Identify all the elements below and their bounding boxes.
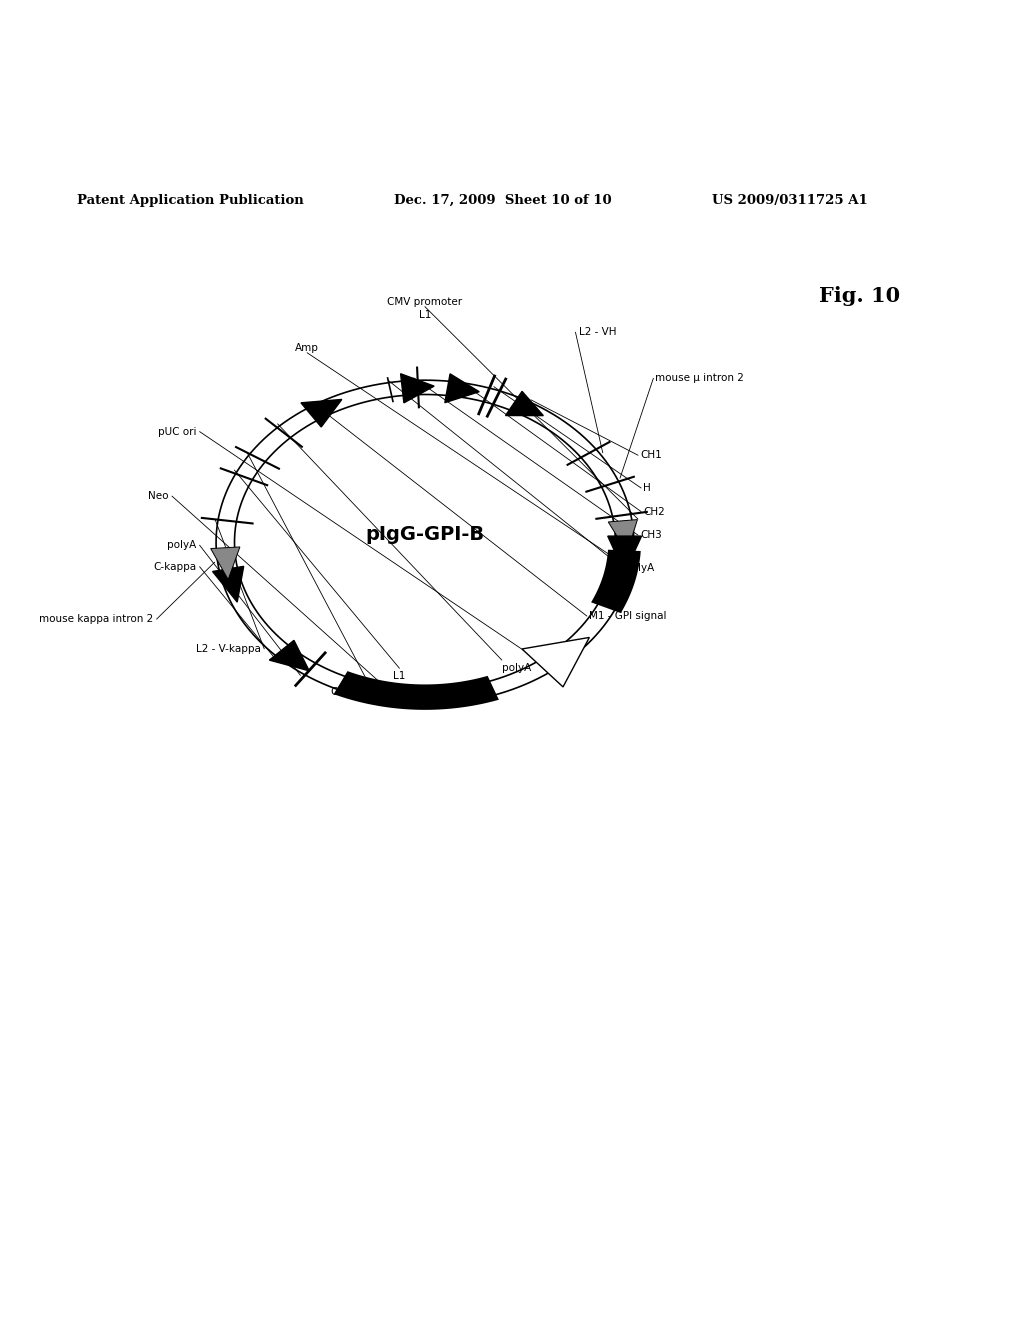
Text: M1 - GPI signal: M1 - GPI signal: [589, 611, 667, 620]
Text: Patent Application Publication: Patent Application Publication: [77, 194, 303, 207]
Polygon shape: [506, 391, 544, 416]
Text: mouse μ intron 2: mouse μ intron 2: [655, 374, 744, 383]
Polygon shape: [400, 374, 434, 403]
Text: L1: L1: [393, 672, 406, 681]
Text: polyA: polyA: [625, 562, 654, 573]
Polygon shape: [522, 638, 590, 686]
Polygon shape: [213, 566, 244, 602]
Polygon shape: [269, 640, 309, 671]
Text: H: H: [643, 483, 651, 492]
Text: L2 - VH: L2 - VH: [579, 327, 616, 338]
Text: polyA: polyA: [167, 540, 197, 550]
Text: Fig. 10: Fig. 10: [819, 286, 900, 306]
Text: US 2009/0311725 A1: US 2009/0311725 A1: [712, 194, 867, 207]
Polygon shape: [211, 546, 240, 579]
Text: Dec. 17, 2009  Sheet 10 of 10: Dec. 17, 2009 Sheet 10 of 10: [394, 194, 612, 207]
Text: L2 - V-kappa: L2 - V-kappa: [197, 644, 261, 653]
Text: L1: L1: [419, 310, 431, 319]
Text: mouse kappa intron 2: mouse kappa intron 2: [39, 614, 154, 624]
Polygon shape: [334, 671, 499, 710]
Polygon shape: [591, 549, 641, 612]
Text: CH1: CH1: [640, 450, 662, 461]
Text: C-kappa: C-kappa: [154, 562, 197, 572]
Text: polyA: polyA: [502, 663, 531, 673]
Text: CH3: CH3: [640, 531, 662, 540]
Text: Amp: Amp: [295, 343, 319, 352]
Polygon shape: [608, 536, 641, 573]
Text: CMV promoter: CMV promoter: [331, 686, 407, 697]
Text: Neo: Neo: [148, 491, 169, 502]
Text: pIgG-GPI-B: pIgG-GPI-B: [366, 525, 484, 544]
Text: CH2: CH2: [643, 507, 665, 516]
Text: pUC ori: pUC ori: [158, 426, 197, 437]
Polygon shape: [608, 520, 637, 553]
Polygon shape: [444, 374, 479, 403]
Polygon shape: [301, 400, 342, 426]
Text: CMV promoter: CMV promoter: [387, 297, 463, 306]
